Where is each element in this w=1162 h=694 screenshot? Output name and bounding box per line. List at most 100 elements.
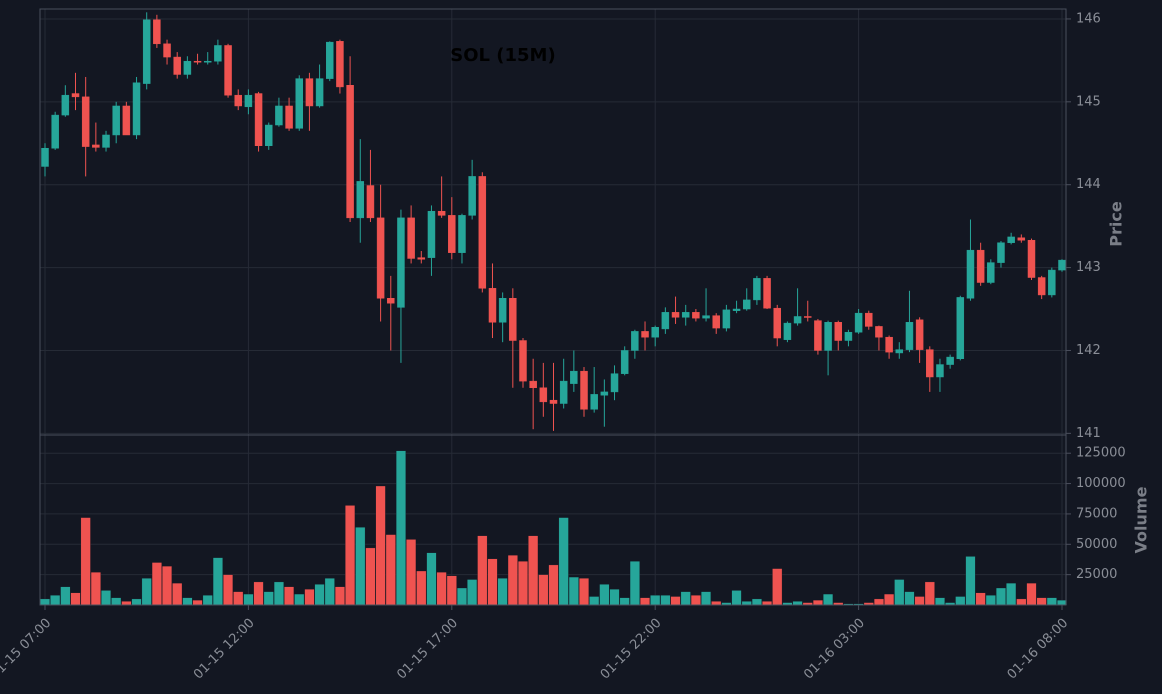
candle-body: [397, 217, 405, 308]
candle-body: [61, 94, 70, 116]
candle-body: [814, 320, 822, 351]
y-tick-label: 142: [1076, 343, 1101, 358]
volume-bar: [141, 578, 152, 606]
candle-body: [1027, 239, 1036, 278]
candle-body: [1048, 269, 1056, 296]
volume-tick-label: 75000: [1076, 506, 1117, 521]
candle-body: [905, 322, 914, 350]
candle-body: [173, 56, 181, 75]
candle-body: [326, 41, 334, 79]
candle-body: [112, 105, 120, 136]
candle-body: [966, 249, 975, 299]
candle-body: [468, 176, 476, 216]
candle-body: [753, 278, 761, 301]
candle-body: [692, 312, 700, 319]
volume-bar: [731, 590, 742, 606]
candle-body: [742, 299, 751, 310]
candle-body: [498, 297, 507, 323]
volume-bar: [741, 601, 752, 606]
volume-bar: [558, 517, 569, 606]
candle-body: [1017, 237, 1026, 241]
volume-bar: [416, 570, 427, 606]
candle-body: [702, 315, 710, 319]
candle-body: [824, 322, 832, 351]
volume-axis-label: Volume: [1132, 486, 1151, 553]
y-tick-label: 143: [1076, 260, 1101, 275]
volume-bar: [355, 527, 366, 606]
volume-tick-label: 125000: [1076, 446, 1126, 461]
volume-bar: [1026, 582, 1037, 606]
volume-bar: [111, 597, 122, 606]
candle-body: [305, 78, 314, 107]
volume-bar: [538, 574, 549, 606]
candle-body: [193, 60, 202, 63]
volume-bar: [324, 578, 335, 606]
volume-bar: [812, 599, 823, 606]
volume-tick-label: 50000: [1076, 537, 1117, 552]
volume-bar: [212, 557, 223, 606]
volume-bar: [609, 589, 620, 606]
volume-tick-label: 25000: [1076, 567, 1117, 582]
volume-bar: [294, 593, 305, 606]
candle-body: [997, 242, 1005, 263]
candle-body: [671, 312, 680, 318]
volume-bar: [497, 578, 508, 606]
volume-bar: [975, 592, 986, 606]
candle-body: [427, 210, 436, 258]
volume-bar: [996, 587, 1006, 606]
candle-body: [132, 82, 141, 136]
candle-body: [946, 356, 954, 365]
volume-bar: [568, 576, 579, 606]
candle-body: [1007, 236, 1015, 243]
candle-body: [81, 96, 90, 147]
volume-bar: [253, 581, 264, 606]
candle-body: [915, 319, 924, 350]
candle-body: [51, 114, 59, 149]
candle-body: [763, 278, 771, 309]
candle-body: [458, 215, 466, 253]
candle-body: [92, 144, 100, 148]
volume-bar: [640, 597, 650, 606]
candle-body: [519, 340, 527, 382]
candle-body: [895, 349, 904, 354]
volume-bar: [924, 581, 935, 606]
y-axis-label: Price: [1107, 201, 1126, 247]
candle-body: [214, 45, 222, 62]
candle-body: [641, 331, 649, 338]
volume-bar: [131, 598, 142, 606]
candle-body: [590, 394, 598, 410]
volume-bar: [1006, 582, 1017, 606]
marks: [40, 12, 1067, 606]
candle-body: [224, 45, 232, 96]
candle-body: [539, 387, 548, 403]
volume-bar: [365, 547, 376, 606]
candle-body: [661, 312, 670, 330]
candle-body: [41, 147, 49, 167]
candle-body: [356, 181, 365, 219]
volume-bar: [650, 595, 661, 606]
volume-bar: [599, 584, 610, 606]
candle-body: [844, 331, 853, 341]
volume-bar: [172, 582, 183, 606]
volume-bar: [345, 505, 356, 606]
candle-body: [793, 316, 802, 324]
y-tick-label: 145: [1076, 94, 1101, 109]
volume-bar: [436, 572, 447, 606]
candle-body: [976, 249, 985, 283]
volume-bar: [446, 575, 457, 606]
volume-bar: [467, 579, 478, 606]
volume-bar: [121, 601, 132, 606]
candle-body: [651, 327, 659, 338]
volume-bar: [1036, 597, 1047, 606]
candle-body: [315, 78, 324, 107]
candle-body: [264, 124, 273, 147]
volume-bar: [528, 535, 539, 606]
volume-bar: [457, 587, 467, 606]
volume-bar: [873, 598, 884, 606]
candle-body: [987, 262, 995, 283]
volume-bar: [426, 552, 437, 606]
volume-bar: [670, 596, 681, 606]
candle-body: [875, 326, 883, 338]
